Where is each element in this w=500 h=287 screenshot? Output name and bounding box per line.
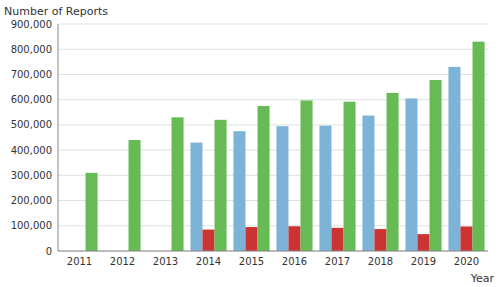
bar bbox=[190, 143, 202, 251]
grid-line bbox=[58, 150, 488, 151]
chart: 0 100,000 200,000 300,000 400,000 500,000 600,… bbox=[0, 0, 500, 287]
grid-line bbox=[58, 225, 488, 226]
bar bbox=[331, 228, 343, 251]
y-tick-label: 400,000 bbox=[11, 145, 52, 156]
grid-line bbox=[58, 74, 488, 75]
y-axis-label: Number of Reports bbox=[4, 5, 108, 18]
bar bbox=[233, 131, 245, 251]
x-tick-label: 2020 bbox=[454, 256, 479, 267]
grid-line bbox=[58, 175, 488, 176]
page: {"chart_data": {"type": "bar", "categori… bbox=[0, 0, 500, 287]
bar bbox=[417, 234, 429, 251]
bar bbox=[215, 120, 227, 251]
grid-line bbox=[58, 24, 488, 25]
bar bbox=[344, 102, 356, 251]
y-tick-label: 800,000 bbox=[11, 44, 52, 55]
bar bbox=[430, 80, 442, 251]
x-tick-label: 2011 bbox=[67, 256, 92, 267]
bar bbox=[319, 126, 331, 251]
grid-line bbox=[58, 99, 488, 100]
grid-line bbox=[58, 124, 488, 125]
x-tick-label: 2014 bbox=[196, 256, 221, 267]
y-ticks: 0 100,000 200,000 300,000 400,000 500,000 600,… bbox=[11, 19, 52, 257]
y-tick-label: 700,000 bbox=[11, 69, 52, 80]
y-tick-label: 600,000 bbox=[11, 94, 52, 105]
bar bbox=[86, 173, 98, 251]
bar bbox=[387, 93, 399, 251]
bar bbox=[448, 67, 460, 251]
grid-line bbox=[58, 200, 488, 201]
bar bbox=[374, 229, 386, 251]
x-tick-label: 2017 bbox=[325, 256, 350, 267]
bar bbox=[202, 230, 214, 251]
bar bbox=[473, 42, 485, 251]
grid-line bbox=[58, 49, 488, 50]
y-tick-label: 0 bbox=[46, 246, 52, 257]
bar bbox=[129, 140, 141, 251]
x-tick-label: 2016 bbox=[282, 256, 307, 267]
bar bbox=[405, 98, 417, 251]
x-axis-line bbox=[58, 251, 488, 252]
y-tick-label: 500,000 bbox=[11, 119, 52, 130]
x-tick-label: 2018 bbox=[368, 256, 393, 267]
bar bbox=[258, 106, 270, 251]
bars bbox=[86, 42, 485, 251]
y-tick-label: 900,000 bbox=[11, 19, 52, 30]
x-tick-label: 2013 bbox=[153, 256, 178, 267]
bar bbox=[362, 116, 374, 251]
bar bbox=[301, 100, 313, 251]
x-ticks: 2011 2012 2013 2014 2015 2016 2017 2018 2019 2020 bbox=[67, 256, 479, 267]
x-tick-label: 2019 bbox=[411, 256, 436, 267]
grid-line bbox=[58, 251, 488, 252]
bar bbox=[460, 227, 472, 251]
x-axis-label: Year bbox=[470, 272, 495, 285]
x-tick-label: 2012 bbox=[110, 256, 135, 267]
y-axis-line bbox=[58, 24, 59, 251]
bar bbox=[276, 126, 288, 251]
y-tick-label: 100,000 bbox=[11, 220, 52, 231]
grid bbox=[58, 24, 488, 251]
y-tick-label: 300,000 bbox=[11, 170, 52, 181]
bar bbox=[172, 117, 184, 251]
bar bbox=[245, 227, 257, 251]
x-tick-label: 2015 bbox=[239, 256, 264, 267]
y-tick-label: 200,000 bbox=[11, 195, 52, 206]
bar bbox=[288, 226, 300, 251]
